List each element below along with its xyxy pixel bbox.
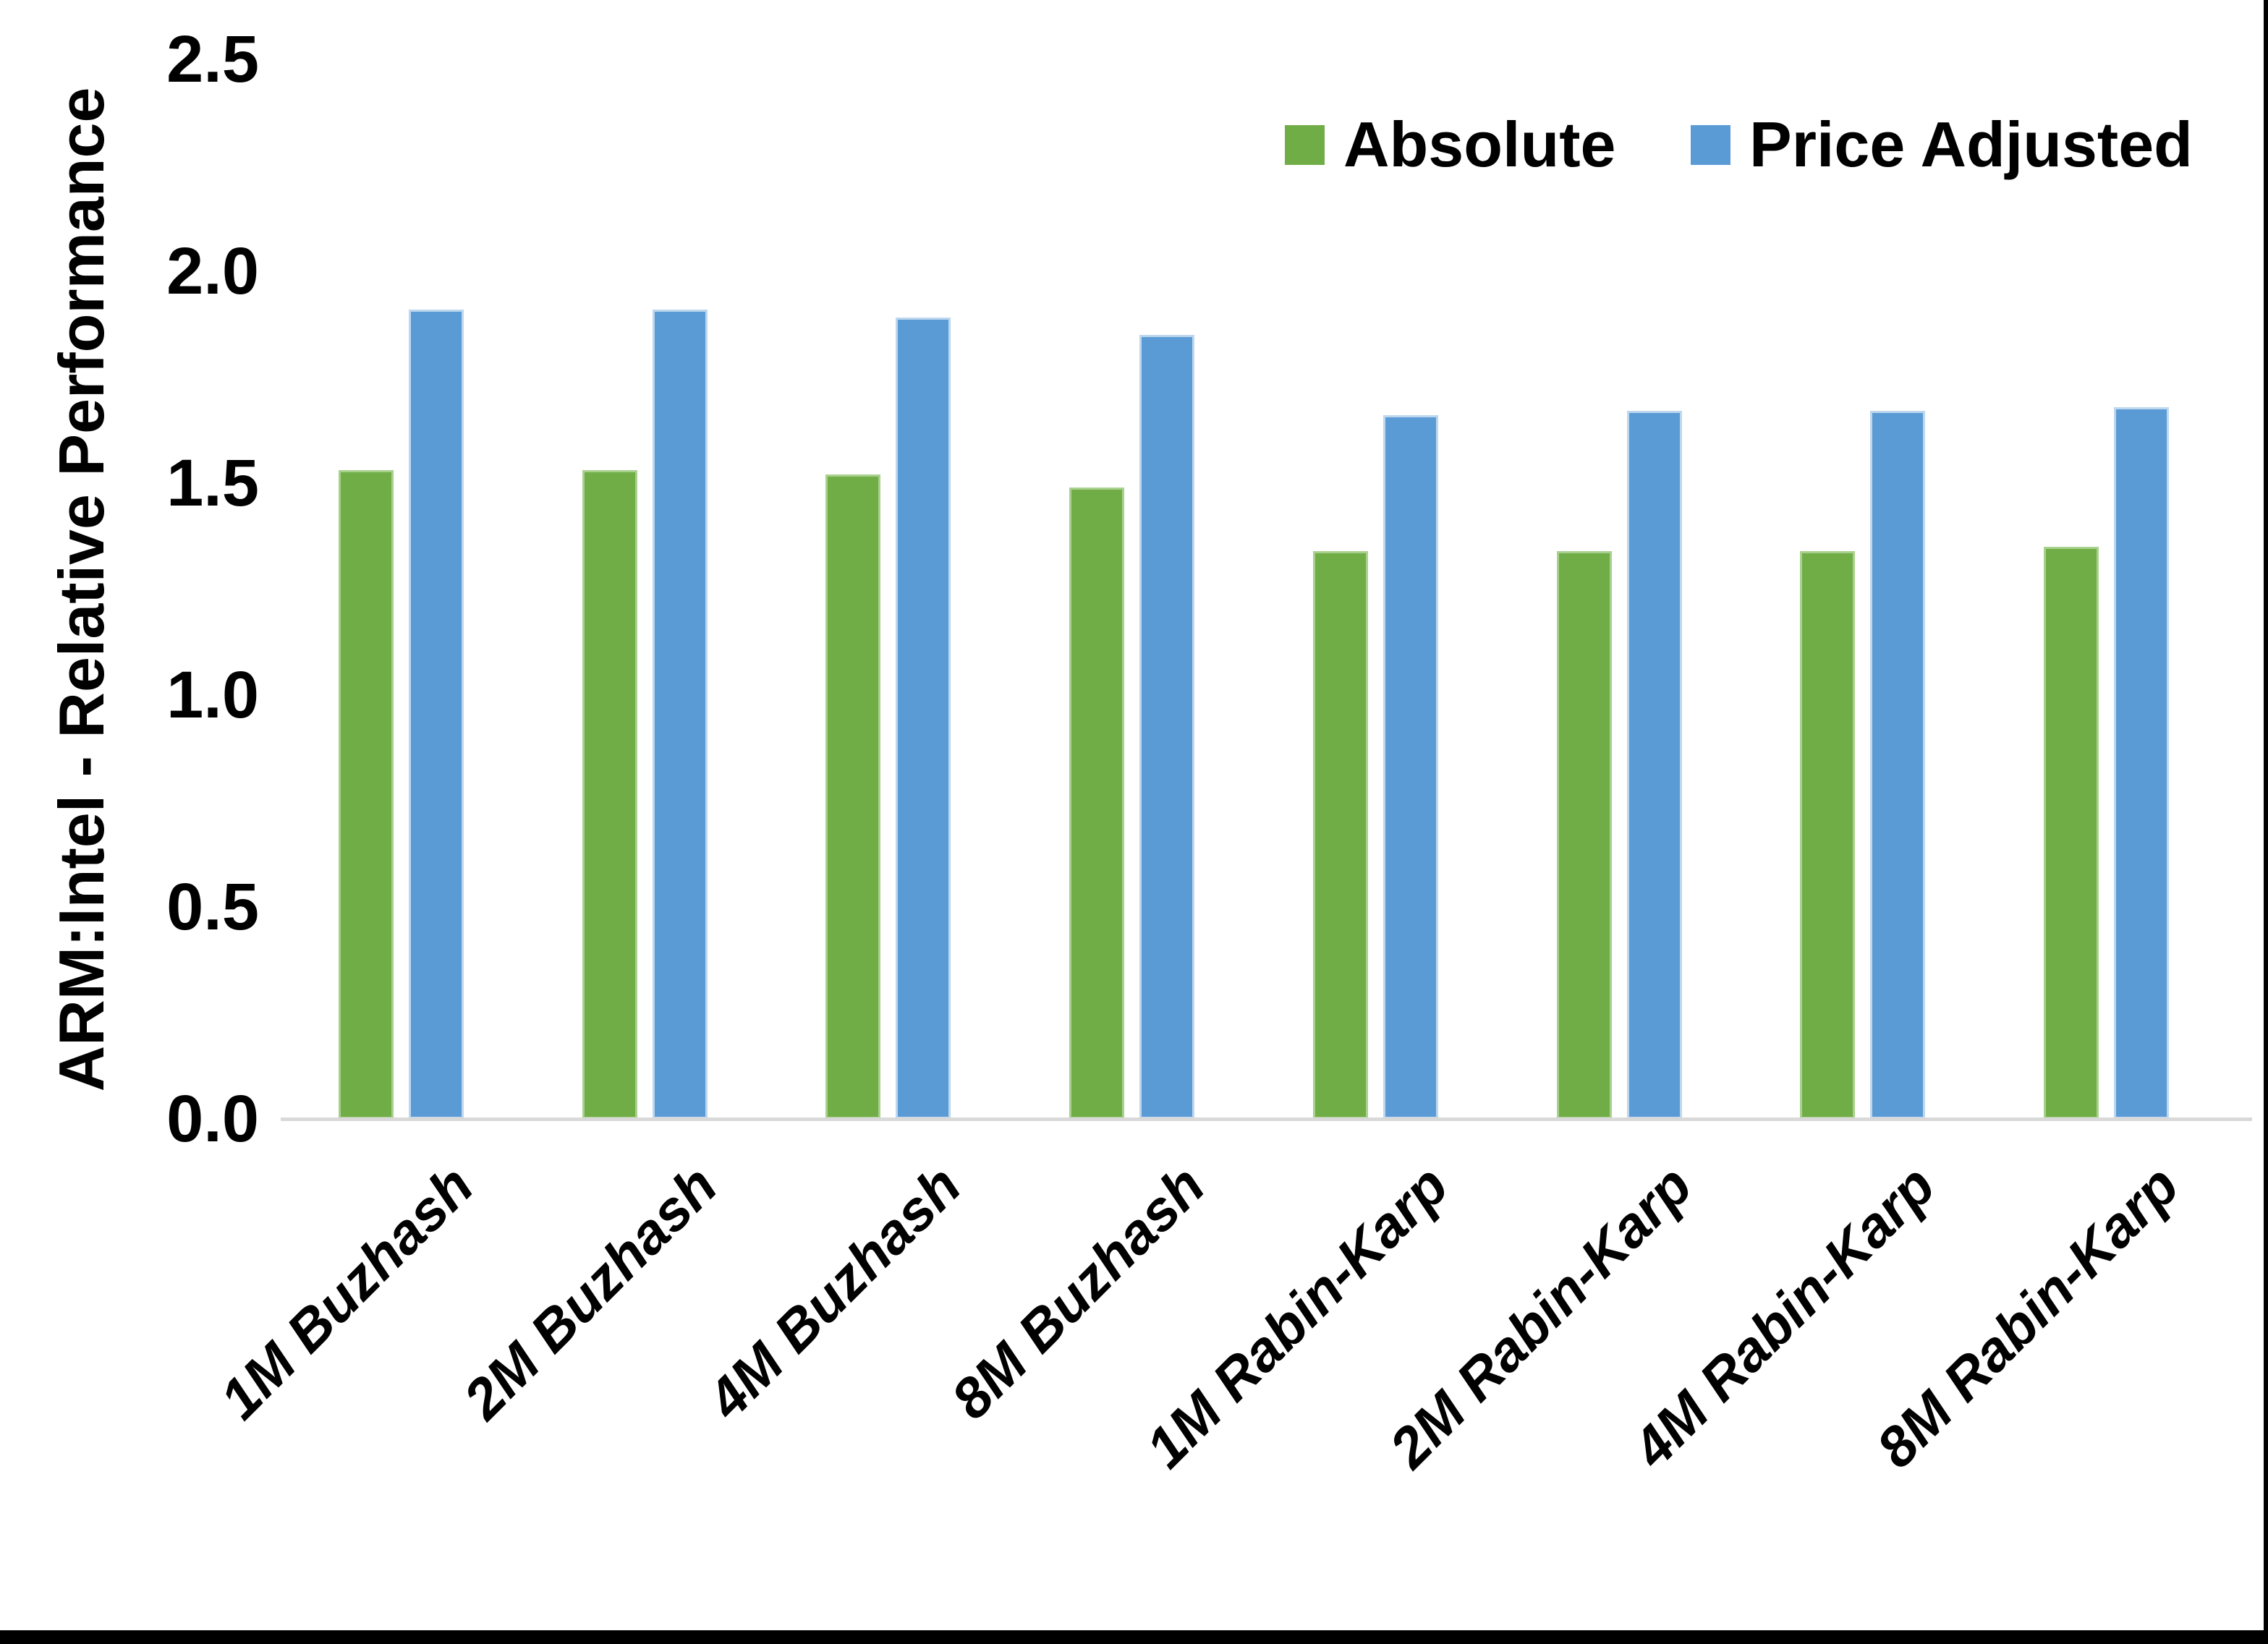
x-axis-category-label: 1M Buzhash: [208, 1153, 486, 1431]
bar-absolute-4m-rabin-karp: [1800, 551, 1855, 1119]
bar-absolute-1m-buzhash: [339, 470, 394, 1119]
bottom-border-bar: [0, 1630, 2268, 1644]
bar-price-adjusted-1m-buzhash: [409, 310, 464, 1119]
bar-absolute-8m-buzhash: [1069, 487, 1124, 1119]
y-axis-tick-label: 1.0: [166, 658, 259, 732]
bar-price-adjusted-4m-rabin-karp: [1870, 411, 1925, 1119]
bar-price-adjusted-2m-rabin-karp: [1627, 411, 1682, 1119]
legend-label: Absolute: [1343, 108, 1616, 180]
y-axis-tick-label: 1.5: [166, 446, 259, 520]
y-axis-tick-label: 0.5: [166, 870, 259, 944]
right-border-line: [2264, 0, 2268, 1644]
bar-price-adjusted-8m-buzhash: [1139, 335, 1194, 1119]
x-axis-category-label: 2M Buzhash: [451, 1153, 729, 1431]
bar-absolute-2m-rabin-karp: [1557, 551, 1612, 1119]
y-axis-tick-label: 2.5: [166, 22, 259, 96]
x-axis-category-label: 8M Buzhash: [938, 1153, 1217, 1431]
bar-price-adjusted-2m-buzhash: [653, 310, 708, 1119]
legend-swatch-icon: [1691, 124, 1730, 165]
bar-price-adjusted-8m-rabin-karp: [2114, 407, 2169, 1119]
legend-label: Price Adjusted: [1749, 108, 2193, 180]
bar-absolute-8m-rabin-karp: [2044, 547, 2099, 1119]
legend-item-absolute: Absolute: [1285, 110, 1615, 179]
bar-absolute-4m-buzhash: [825, 474, 880, 1119]
y-axis-tick-label: 0.0: [166, 1082, 259, 1156]
bar-absolute-2m-buzhash: [582, 470, 637, 1119]
x-axis-category-label: 4M Buzhash: [695, 1153, 973, 1431]
legend-item-price-adjusted: Price Adjusted: [1691, 110, 2193, 179]
x-axis-line: [281, 1117, 2252, 1121]
y-axis-tick-label: 2.0: [166, 234, 259, 308]
bar-price-adjusted-4m-buzhash: [896, 318, 951, 1119]
legend-swatch-icon: [1285, 124, 1325, 165]
bar-price-adjusted-1m-rabin-karp: [1383, 415, 1438, 1119]
bar-absolute-1m-rabin-karp: [1313, 551, 1368, 1119]
